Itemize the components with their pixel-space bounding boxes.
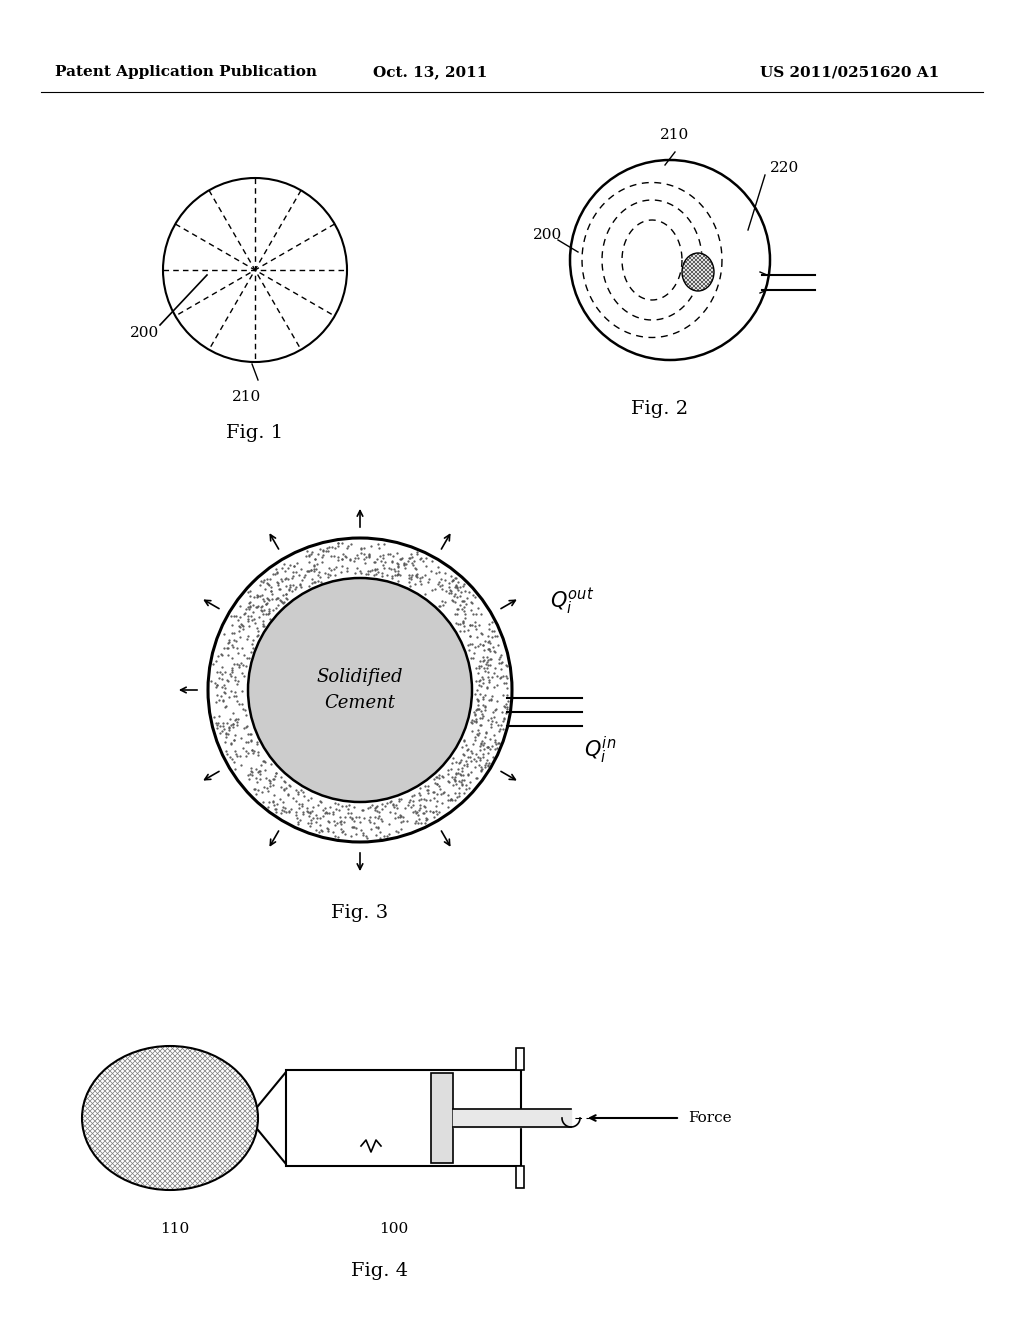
Circle shape	[248, 578, 472, 803]
Circle shape	[570, 160, 770, 360]
Text: Fig. 2: Fig. 2	[632, 400, 688, 418]
Bar	[431, 1073, 453, 1163]
Text: Force: Force	[688, 1111, 731, 1125]
Polygon shape	[682, 253, 714, 290]
Text: 210: 210	[232, 389, 261, 404]
Text: 220: 220	[770, 161, 800, 176]
Text: US 2011/0251620 A1: US 2011/0251620 A1	[761, 65, 940, 79]
Text: 100: 100	[379, 1222, 409, 1236]
Text: 210: 210	[660, 128, 689, 143]
Text: Fig. 4: Fig. 4	[351, 1262, 409, 1280]
Bar	[516, 1048, 524, 1071]
Polygon shape	[82, 1045, 258, 1191]
Text: $\mathit{Q}_i^{in}$: $\mathit{Q}_i^{in}$	[584, 734, 616, 766]
Text: Solidified
Cement: Solidified Cement	[316, 668, 403, 711]
Text: 110: 110	[161, 1222, 189, 1236]
Bar	[286, 1071, 521, 1166]
Text: Patent Application Publication: Patent Application Publication	[55, 65, 317, 79]
Text: Fig. 3: Fig. 3	[332, 904, 389, 921]
Circle shape	[168, 498, 552, 882]
Bar	[516, 1166, 524, 1188]
Text: $\mathit{Q}_i^{out}$: $\mathit{Q}_i^{out}$	[550, 586, 594, 618]
Text: Oct. 13, 2011: Oct. 13, 2011	[373, 65, 487, 79]
Text: Fig. 1: Fig. 1	[226, 424, 284, 442]
Text: 200: 200	[130, 326, 160, 341]
Text: 200: 200	[534, 228, 562, 242]
